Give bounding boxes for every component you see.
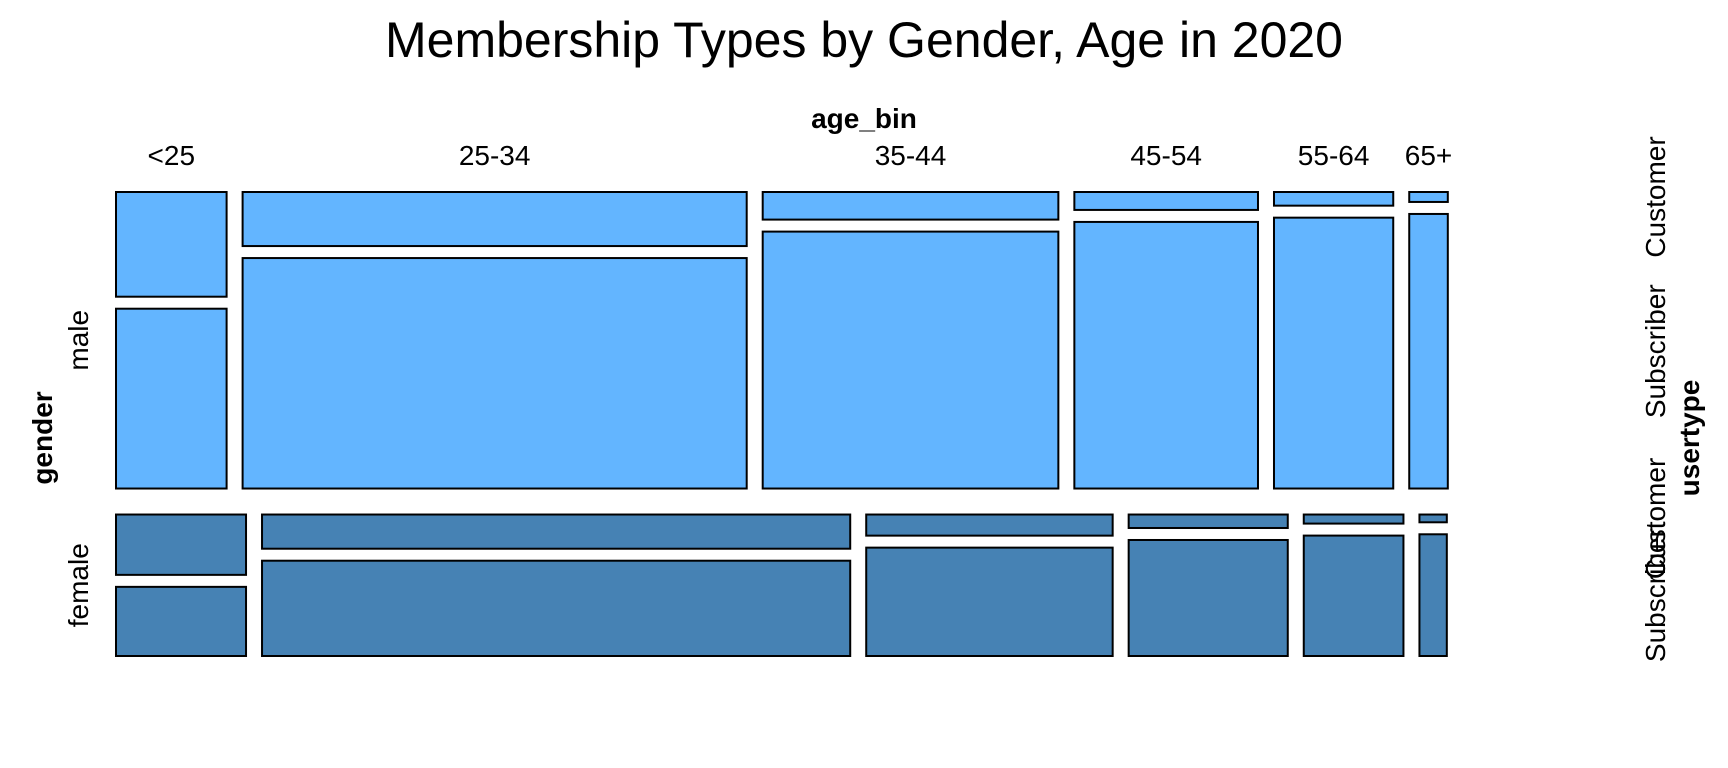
tile-male-65-subscriber — [1408, 212, 1449, 490]
usertype-label-male-subscriber: Subscriber — [1640, 284, 1671, 418]
tile-male-25-34-subscriber — [241, 257, 748, 490]
age-bin-label-25: <25 — [148, 140, 196, 171]
mosaic-labels: <25 25-34 35-44 45-54 55-64 65+ CustomerSubscr… — [63, 136, 1671, 662]
tile-male-65-customer — [1408, 191, 1449, 203]
gender-label-female: female — [63, 543, 94, 627]
age-bin-label-55-64: 55-64 — [1298, 140, 1370, 171]
age-bin-label-65: 65+ — [1405, 140, 1453, 171]
tile-male-25-customer — [115, 191, 228, 298]
y-axis-title: gender — [27, 391, 58, 484]
mosaic-tiles — [115, 191, 1449, 658]
age-bin-label-35-44: 35-44 — [875, 140, 947, 171]
z-axis-title: usertype — [1674, 380, 1705, 497]
tile-male-55-64-customer — [1272, 191, 1395, 207]
tile-male-45-54-subscriber — [1073, 220, 1259, 490]
x-axis-title: age_bin — [811, 103, 917, 134]
tile-female-25-customer — [115, 513, 248, 576]
tile-female-65-customer — [1418, 513, 1448, 524]
tile-female-45-54-customer — [1127, 513, 1289, 529]
tile-female-35-44-subscriber — [865, 546, 1114, 657]
tile-male-35-44-customer — [761, 191, 1060, 221]
usertype-label-female-customer: Customer — [1640, 458, 1671, 579]
tile-female-45-54-subscriber — [1127, 538, 1289, 657]
gender-label-male: male — [63, 310, 94, 371]
tile-female-55-64-subscriber — [1302, 534, 1405, 657]
tile-female-55-64-customer — [1302, 513, 1405, 525]
tile-female-25-subscriber — [115, 585, 248, 658]
tile-female-25-34-subscriber — [261, 559, 852, 658]
chart-title: Membership Types by Gender, Age in 2020 — [385, 12, 1343, 68]
age-bin-label-45-54: 45-54 — [1130, 140, 1202, 171]
tile-female-65-subscriber — [1418, 533, 1448, 657]
usertype-label-female-subscriber: Subscriber — [1640, 528, 1671, 662]
tile-male-35-44-subscriber — [761, 230, 1060, 490]
tile-male-25-subscriber — [115, 307, 228, 490]
tile-female-25-34-customer — [261, 513, 852, 550]
age-bin-label-25-34: 25-34 — [459, 140, 531, 171]
tile-male-55-64-subscriber — [1272, 216, 1395, 490]
tile-female-35-44-customer — [865, 513, 1114, 537]
usertype-label-male-customer: Customer — [1640, 136, 1671, 257]
tile-male-45-54-customer — [1073, 191, 1259, 211]
tile-male-25-34-customer — [241, 191, 748, 248]
